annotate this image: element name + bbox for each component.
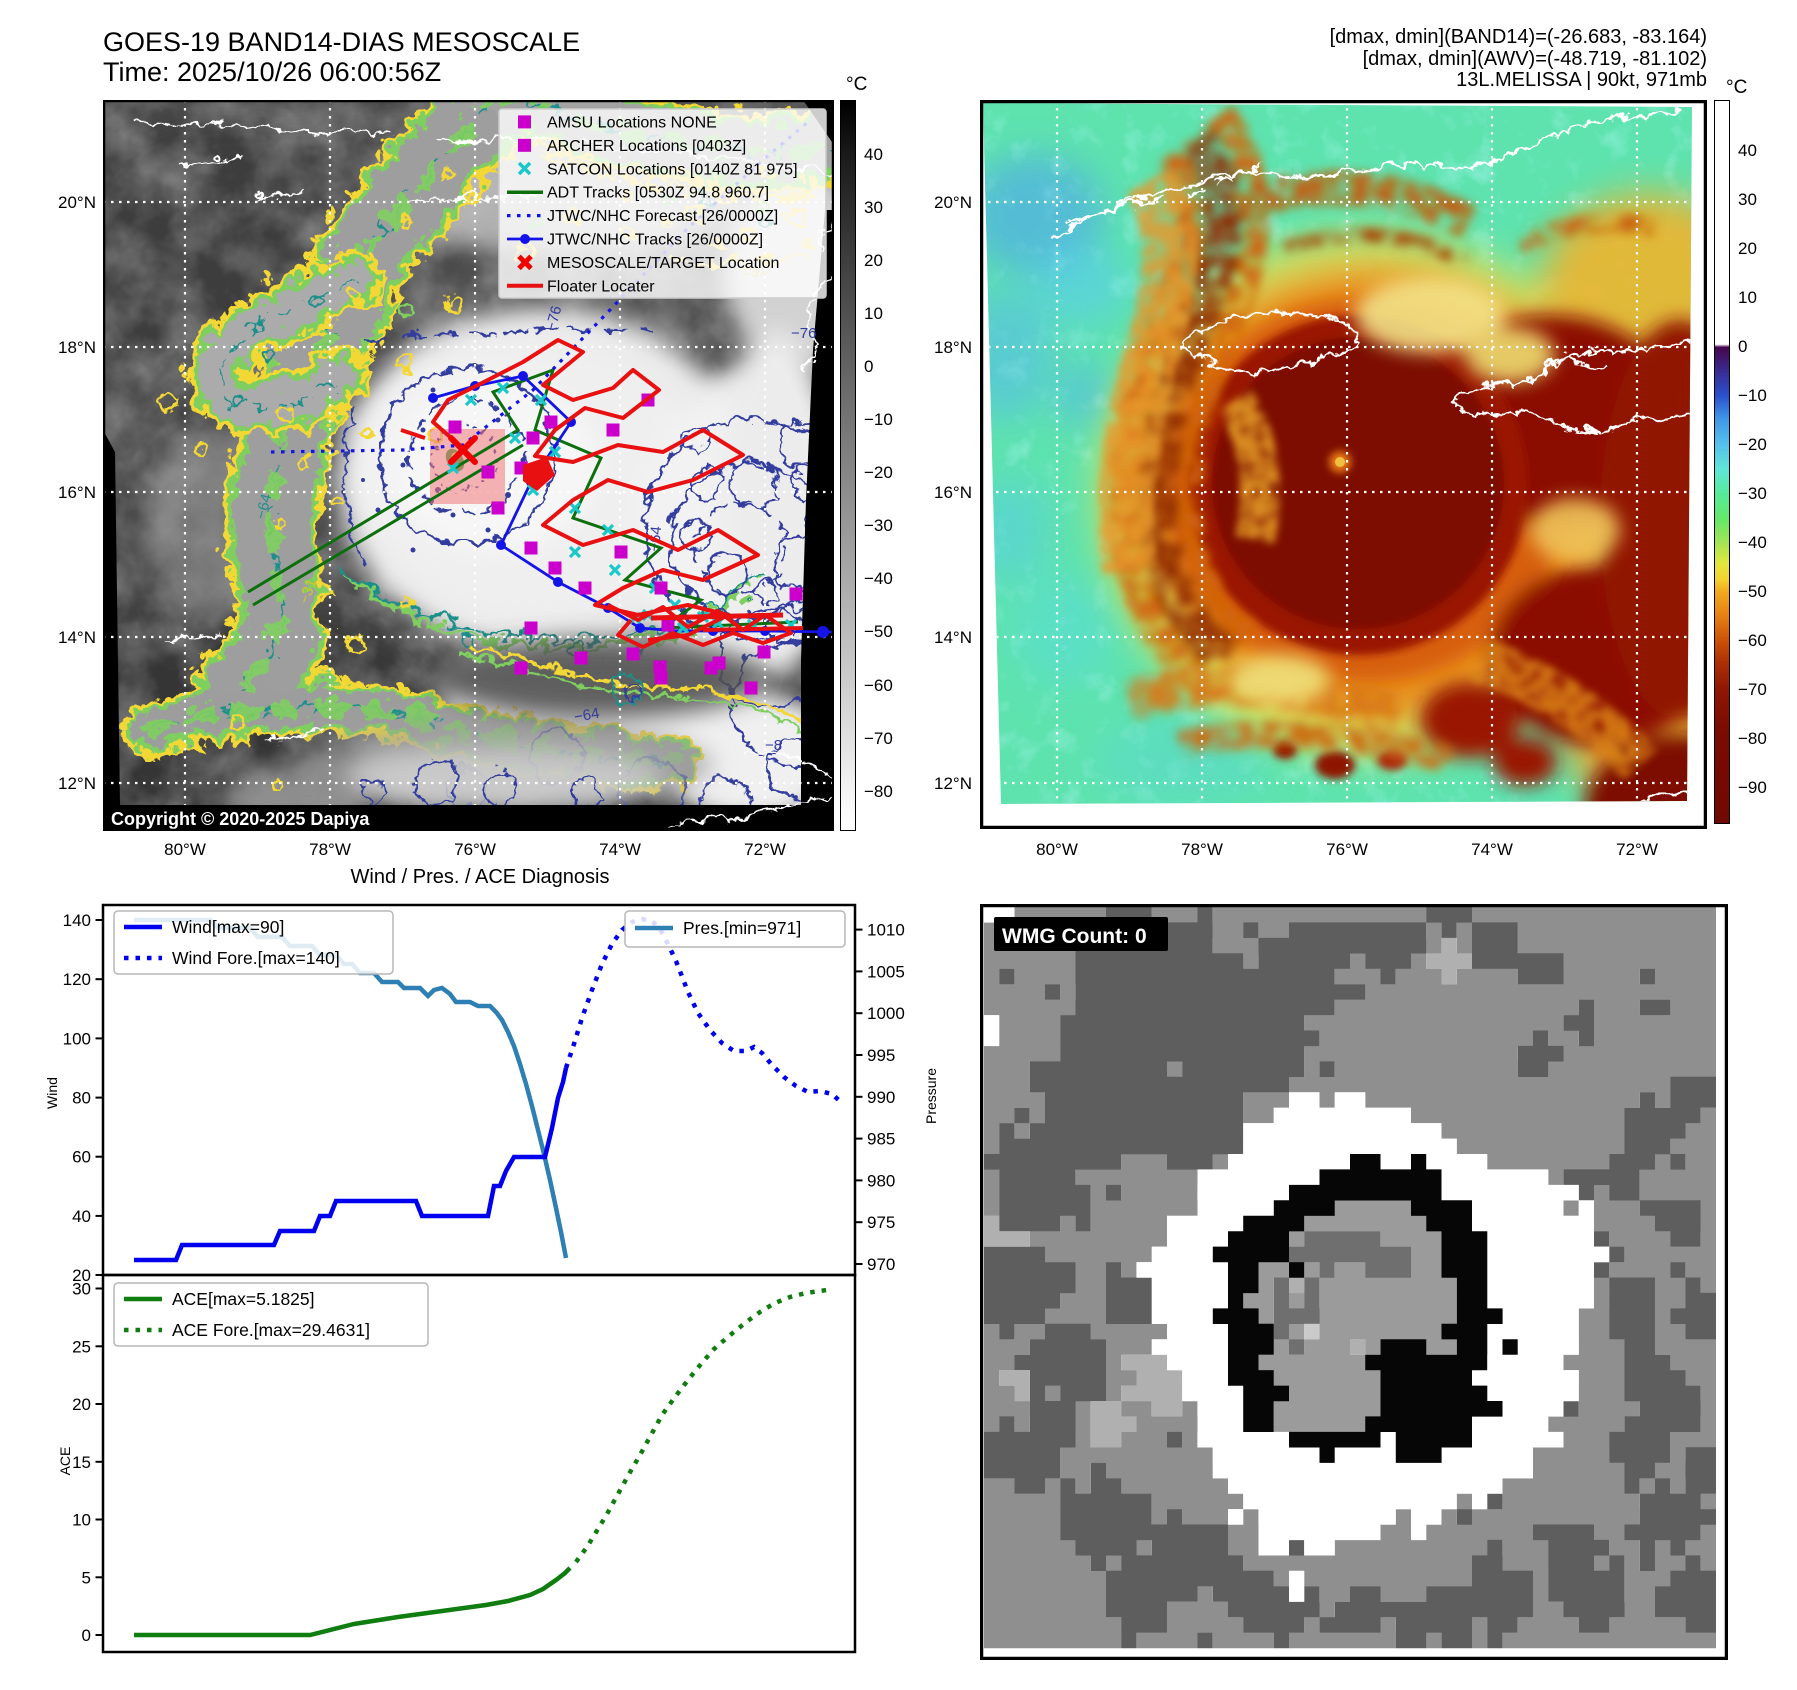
svg-text:Wind: Wind — [44, 1077, 60, 1109]
svg-text:SATCON Locations [0140Z 81 975: SATCON Locations [0140Z 81 975] — [547, 161, 798, 178]
svg-text:WMG Count: 0: WMG Count: 0 — [1002, 925, 1147, 948]
svg-text:20: 20 — [72, 1266, 91, 1285]
svg-text:Wind[max=90]: Wind[max=90] — [172, 917, 284, 937]
svg-text:Copyright © 2020-2025 Dapiya: Copyright © 2020-2025 Dapiya — [111, 809, 370, 829]
svg-text:−64: −64 — [252, 492, 275, 521]
svg-text:Pres.[min=971]: Pres.[min=971] — [683, 918, 801, 938]
svg-text:60: 60 — [72, 1148, 91, 1167]
svg-text:1010: 1010 — [867, 921, 905, 940]
svg-text:20: 20 — [72, 1395, 91, 1414]
svg-text:Floater Locater: Floater Locater — [547, 278, 655, 295]
svg-text:140: 140 — [63, 911, 91, 930]
svg-text:JTWC/NHC Forecast [26/0000Z]: JTWC/NHC Forecast [26/0000Z] — [547, 208, 778, 225]
svg-text:975: 975 — [867, 1213, 895, 1232]
svg-text:40: 40 — [72, 1207, 91, 1226]
svg-text:−64: −64 — [573, 705, 601, 726]
svg-text:10: 10 — [72, 1511, 91, 1530]
svg-text:ACE[max=5.1825]: ACE[max=5.1825] — [172, 1289, 315, 1309]
svg-text:1000: 1000 — [867, 1004, 905, 1023]
svg-text:ADT Tracks [0530Z 94.8 960.7]: ADT Tracks [0530Z 94.8 960.7] — [547, 185, 769, 202]
svg-text:Wind Fore.[max=140]: Wind Fore.[max=140] — [172, 948, 340, 968]
svg-text:0: 0 — [82, 1626, 91, 1645]
svg-text:MESOSCALE/TARGET Location: MESOSCALE/TARGET Location — [547, 255, 779, 272]
svg-text:5: 5 — [82, 1568, 91, 1587]
svg-text:1005: 1005 — [867, 962, 905, 981]
svg-text:ACE Fore.[max=29.4631]: ACE Fore.[max=29.4631] — [172, 1320, 370, 1340]
svg-text:100: 100 — [63, 1029, 91, 1048]
svg-text:990: 990 — [867, 1088, 895, 1107]
svg-text:ARCHER Locations [0403Z]: ARCHER Locations [0403Z] — [547, 138, 746, 155]
svg-text:ACE: ACE — [57, 1447, 73, 1476]
svg-text:25: 25 — [72, 1337, 91, 1356]
svg-text:120: 120 — [63, 970, 91, 989]
svg-text:JTWC/NHC Tracks [26/0000Z]: JTWC/NHC Tracks [26/0000Z] — [547, 232, 763, 249]
svg-text:AMSU Locations NONE: AMSU Locations NONE — [547, 115, 717, 132]
svg-text:995: 995 — [867, 1046, 895, 1065]
svg-text:30: 30 — [72, 1280, 91, 1299]
svg-text:−76: −76 — [542, 304, 565, 333]
svg-text:80: 80 — [72, 1089, 91, 1108]
svg-text:Pressure: Pressure — [923, 1068, 939, 1124]
svg-text:−76: −76 — [791, 325, 816, 342]
svg-text:980: 980 — [867, 1171, 895, 1190]
svg-text:−8: −8 — [765, 737, 782, 754]
svg-text:985: 985 — [867, 1130, 895, 1149]
svg-text:970: 970 — [867, 1255, 895, 1274]
svg-text:15: 15 — [72, 1453, 91, 1472]
